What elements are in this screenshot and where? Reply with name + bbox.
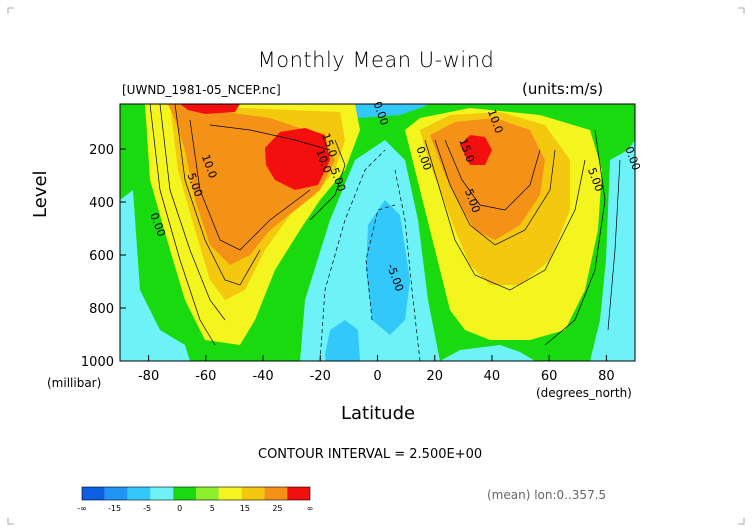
contour-line: [189, 119, 311, 251]
band-south-polar-easterlies: [120, 190, 190, 361]
colorbar-label: -15: [108, 504, 121, 513]
colorbar-swatch: [287, 487, 310, 500]
contour-line: [209, 124, 331, 151]
x-axis: -80 -60 -40 -20 0 20 40 60 80: [138, 355, 615, 384]
filled-contours: [120, 104, 635, 361]
y-tick-label: 600: [89, 249, 114, 264]
colorbar-label: 15: [240, 504, 250, 513]
colorbar-label: ∞: [307, 504, 314, 513]
y-tick-label: 200: [89, 143, 114, 158]
contour-line: [174, 104, 261, 286]
corner-mark: [7, 518, 14, 525]
colorbar-label: 25: [272, 504, 282, 513]
colorbar-frame: [81, 486, 311, 501]
colorbar-swatch: [218, 487, 242, 500]
x-tick-label: 60: [541, 369, 558, 384]
chart-title: Monthly Mean U-wind: [257, 48, 495, 72]
y-axis-unit: (millibar): [47, 376, 102, 390]
negative-contour-lines: [319, 149, 421, 361]
band-south-core-red: [265, 128, 330, 190]
colorbar-label: 0: [177, 504, 182, 513]
dashed-contour-line: [365, 204, 396, 321]
contour-line: [149, 104, 216, 346]
contour-line: [607, 159, 621, 331]
colorbar: -∞ -15 -5 0 5 15 25 ∞: [77, 486, 314, 513]
band-minus5-core: [366, 200, 410, 335]
units-label: (units:m/s): [522, 80, 604, 98]
corner-marks: [7, 7, 745, 525]
y-axis: 200 400 600 800 1000: [81, 143, 126, 370]
corner-mark: [7, 7, 14, 14]
x-tick-label: 20: [426, 369, 443, 384]
y-tick-label: 800: [89, 302, 114, 317]
contour-line: [424, 139, 586, 291]
x-axis-unit: (degrees_north): [536, 386, 632, 400]
mean-note: (mean) lon:0..357.5: [487, 488, 607, 502]
corner-mark: [738, 7, 745, 14]
colorbar-swatch: [264, 487, 288, 500]
x-tick-label: 0: [373, 369, 381, 384]
band-minus5-surface: [325, 320, 360, 361]
corner-mark: [738, 518, 745, 525]
contour-lines: [149, 104, 621, 346]
x-tick-label: 40: [484, 369, 501, 384]
contour-line: [309, 139, 346, 221]
colorbar-swatch: [173, 487, 196, 500]
x-tick-label: -60: [195, 369, 216, 384]
band-north-core-red: [460, 135, 492, 165]
x-tick-label: -20: [310, 369, 331, 384]
contour-line: [444, 139, 541, 211]
contour-line: [434, 139, 556, 246]
y-tick-label: 400: [89, 196, 114, 211]
colorbar-swatch: [104, 487, 128, 500]
contour-line: [544, 129, 606, 346]
colorbar-label: 5: [210, 504, 215, 513]
colorbar-swatch: [82, 487, 105, 500]
x-tick-label: -80: [138, 369, 159, 384]
contour-line: [159, 104, 226, 321]
colorbar-swatch: [241, 487, 265, 500]
file-label: [UWND_1981-05_NCEP.nc]: [122, 83, 281, 97]
y-tick-label: 1000: [81, 355, 114, 370]
dashed-contour-line: [319, 149, 386, 361]
x-axis-label: Latitude: [341, 403, 416, 424]
dashed-contour-line: [394, 169, 421, 361]
colorbar-swatch: [150, 487, 174, 500]
colorbar-swatch: [127, 487, 151, 500]
colorbar-swatch: [196, 487, 219, 500]
colorbar-label: -∞: [77, 504, 87, 513]
x-tick-label: 80: [598, 369, 615, 384]
band-north-polar-easterlies: [590, 140, 635, 361]
x-tick-label: -40: [252, 369, 273, 384]
contour-interval-label: CONTOUR INTERVAL = 2.500E+00: [258, 447, 483, 462]
colorbar-label: -5: [143, 504, 151, 513]
band-north-surface: [440, 345, 535, 361]
band-south-top-red: [180, 104, 240, 114]
band-north-20: [430, 118, 545, 240]
